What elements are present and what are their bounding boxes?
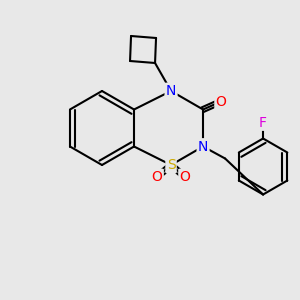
Text: N: N bbox=[198, 140, 208, 154]
Text: N: N bbox=[166, 84, 176, 98]
Text: F: F bbox=[259, 116, 267, 130]
Text: S: S bbox=[167, 158, 176, 172]
Text: O: O bbox=[180, 170, 190, 184]
Text: O: O bbox=[216, 94, 226, 109]
Text: O: O bbox=[152, 170, 163, 184]
